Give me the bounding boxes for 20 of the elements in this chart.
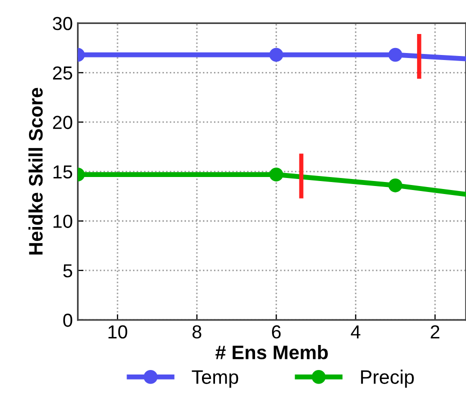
point bbox=[388, 48, 402, 62]
y-tick-label: 15 bbox=[54, 165, 72, 179]
x-tick-label: 2 bbox=[430, 325, 440, 338]
y-tick-label: 30 bbox=[52, 16, 72, 30]
legend-label: Temp bbox=[192, 370, 238, 388]
x-tick-label: 10 bbox=[108, 325, 128, 339]
y-tick-label: 5 bbox=[63, 264, 72, 278]
x-axis-title: # Ens Memb bbox=[216, 345, 328, 360]
y-axis-title: Heidke Skill Score bbox=[28, 88, 43, 255]
point bbox=[269, 48, 284, 62]
x-tick-label: 8 bbox=[192, 325, 202, 339]
y-tick-label: 25 bbox=[53, 66, 72, 80]
y-tick-label: 20 bbox=[53, 116, 72, 130]
legend-label: Precip bbox=[361, 370, 414, 388]
x-tick-label: 6 bbox=[272, 325, 281, 339]
y-tick-label: 0 bbox=[63, 314, 72, 327]
x-tick-label: 4 bbox=[350, 325, 360, 338]
point bbox=[388, 178, 402, 192]
point bbox=[269, 168, 284, 182]
y-tick-label: 10 bbox=[54, 214, 72, 228]
